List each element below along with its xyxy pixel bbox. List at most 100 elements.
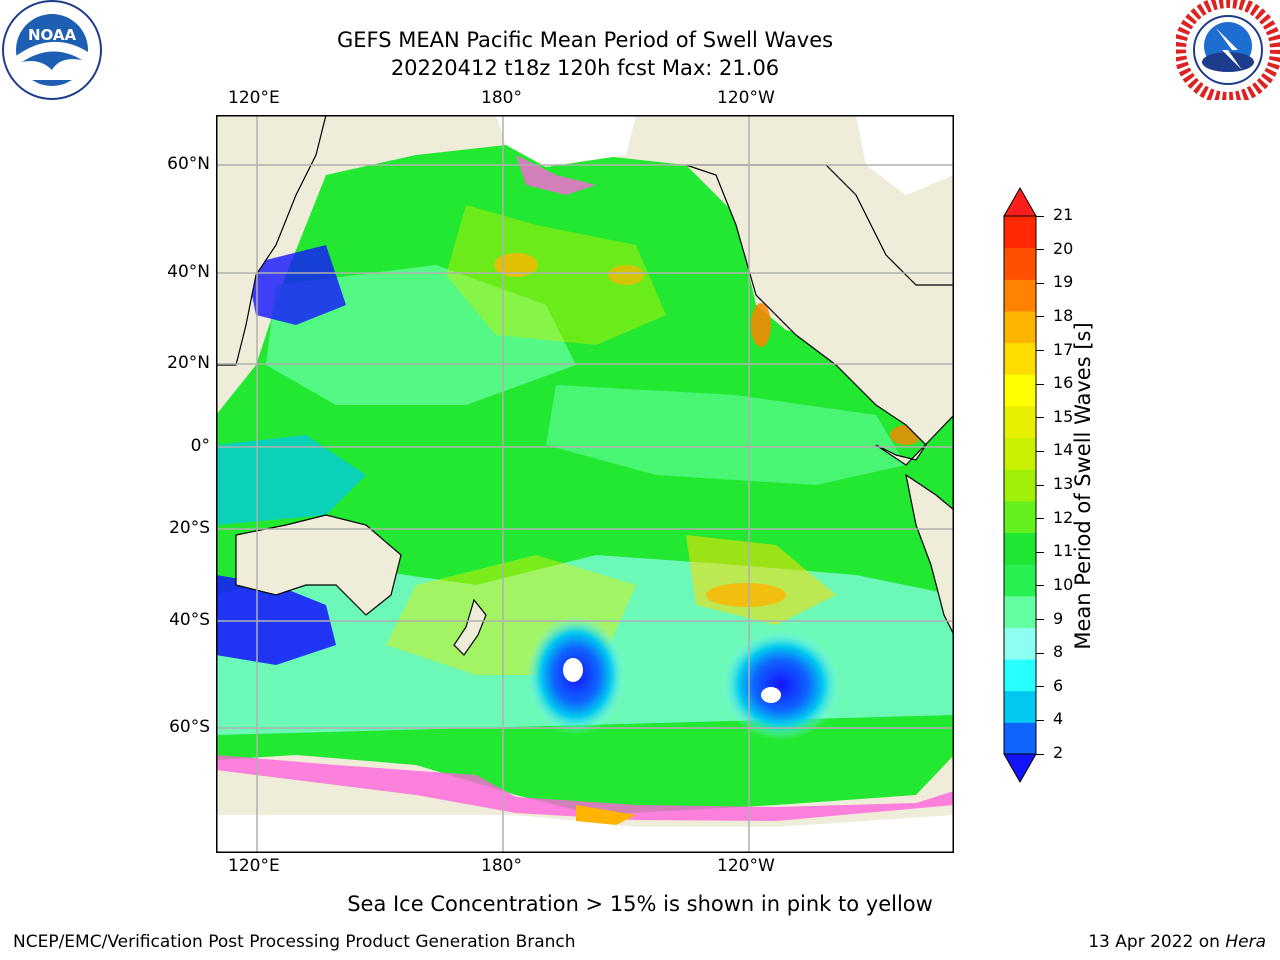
colorbar-tick-mark: [1036, 585, 1044, 587]
lat-label-40n: 40°N: [167, 262, 210, 282]
coastline-south-america: [905, 473, 954, 636]
ocean-low-white-1: [563, 658, 583, 682]
ocean-low-white-2: [761, 687, 781, 703]
colorbar-tick-label: 19: [1053, 272, 1074, 292]
colorbar-tick-label: 6: [1053, 675, 1064, 695]
colorbar-tick-mark: [1036, 551, 1044, 553]
colorbar-segment: [1004, 690, 1036, 723]
colorbar-tick-label: 10: [1053, 574, 1074, 594]
colorbar-segment: [1004, 532, 1036, 565]
colorbar-tick-mark: [1036, 316, 1044, 318]
ocean-orange-spot-5: [706, 583, 786, 607]
colorbar-tick-mark: [1036, 484, 1044, 486]
lon-label-bottom-120e: 120°E: [228, 856, 280, 876]
colorbar-tick-mark: [1036, 450, 1044, 452]
ocean-orange-spot-3: [751, 303, 771, 347]
plot-title-line1: GEFS MEAN Pacific Mean Period of Swell W…: [336, 28, 834, 52]
colorbar-tick-mark: [1036, 350, 1044, 351]
colorbar-segment: [1004, 405, 1036, 439]
colorbar-tick-label: 11: [1053, 541, 1074, 561]
colorbar-segment: [1004, 627, 1036, 660]
lat-label-0: 0°: [190, 436, 210, 456]
footer-credit: NCEP/EMC/Verification Post Processing Pr…: [13, 932, 576, 952]
lon-label-top-120e: 120°E: [228, 88, 280, 108]
ocean-low-core-2: [721, 630, 841, 740]
colorbar-tick-mark: [1036, 686, 1044, 688]
colorbar-tick-label: 16: [1053, 373, 1074, 393]
coastline-asia: [216, 115, 327, 366]
lat-label-60n: 60°N: [167, 154, 210, 174]
lat-label-20n: 20°N: [167, 353, 210, 373]
colorbar-tick-mark: [1036, 249, 1044, 251]
lat-label-40s: 40°S: [169, 610, 210, 630]
colorbar-tick-mark: [1036, 719, 1044, 721]
colorbar-label-anchor: Mean Period of Swell Waves [s]: [1071, 322, 1113, 649]
arctic-white: [496, 115, 636, 167]
colorbar-segment: [1004, 595, 1036, 628]
colorbar: [1000, 186, 1040, 786]
footer-host: Hera: [1225, 932, 1266, 952]
sea-ice-caption: Sea Ice Concentration > 15% is shown in …: [347, 892, 933, 916]
sea-ice-south-orange: [576, 805, 636, 825]
swell-period-map: [216, 115, 954, 853]
colorbar-tick-mark: [1036, 619, 1044, 620]
ocean-blue-japan: [246, 245, 346, 325]
lon-label-bottom-120w: 120°W: [717, 856, 775, 876]
colorbar-tick-mark: [1036, 753, 1044, 755]
colorbar-label: Mean Period of Swell Waves [s]: [1071, 322, 1095, 650]
colorbar-segment: [1004, 216, 1036, 249]
colorbar-segment: [1004, 374, 1036, 407]
footer-date-text: 13 Apr 2022 on: [1088, 932, 1220, 952]
map-frame: [216, 115, 954, 853]
plot-title-line2: 20220412 t18z 120h fcst Max: 21.06: [390, 56, 780, 80]
colorbar-tick-label: 4: [1053, 709, 1064, 729]
colorbar-tick-label: 9: [1053, 608, 1064, 628]
ocean-band-yellow-north: [446, 205, 666, 345]
sea-ice-south: [216, 755, 954, 821]
coastline-north-america: [685, 164, 954, 853]
colorbar-segment: [1004, 342, 1036, 375]
footer-date: 13 Apr 2022 on Hera: [1088, 932, 1266, 952]
colorbar-under-triangle: [1003, 753, 1037, 784]
coastline-newzealand: [453, 598, 487, 656]
colorbar-tick-label: 2: [1053, 743, 1064, 762]
north-america-white: [856, 115, 954, 195]
colorbar-tick-label: 20: [1053, 238, 1074, 258]
colorbar-segment: [1004, 564, 1036, 597]
lon-label-top-180: 180°: [481, 88, 522, 108]
ocean-blue-australia-south: [216, 575, 336, 665]
noaa-logo: NOAA: [0, 0, 104, 100]
colorbar-tick-mark: [1036, 518, 1044, 520]
colorbar-tick-label: 17: [1053, 339, 1074, 359]
colorbar-tick-label: 8: [1053, 642, 1064, 662]
colorbar-tick-label: 18: [1053, 305, 1074, 325]
colorbar-tick-label: 21: [1053, 205, 1074, 224]
colorbar-tick-mark: [1036, 383, 1044, 385]
colorbar-over-triangle: [1003, 186, 1037, 217]
antarctica: [216, 815, 954, 853]
nws-logo: [1174, 0, 1280, 104]
lon-label-top-120w: 120°W: [717, 88, 775, 108]
ocean-orange-spot-2: [608, 265, 644, 285]
colorbar-tick-mark: [1036, 215, 1044, 217]
colorbar-tick-label: 13: [1053, 474, 1074, 493]
colorbar-segment: [1004, 469, 1036, 502]
colorbar-segment: [1004, 437, 1036, 470]
colorbar-tick-label: 12: [1053, 507, 1074, 527]
colorbar-segment: [1004, 722, 1036, 755]
lat-label-20s: 20°S: [169, 518, 210, 538]
colorbar-segment: [1004, 310, 1036, 344]
colorbar-segment: [1004, 247, 1036, 280]
colorbar-segment: [1004, 500, 1036, 533]
colorbar-tick-mark: [1036, 652, 1044, 654]
colorbar-tick-label: 14: [1053, 440, 1074, 460]
lon-label-bottom-180: 180°: [481, 856, 522, 876]
colorbar-tick-label: 15: [1053, 406, 1074, 426]
colorbar-tick-mark: [1036, 282, 1044, 284]
ocean-band-tropics: [546, 385, 906, 485]
colorbar-segment: [1004, 659, 1036, 692]
ocean-orange-spot-1: [494, 253, 538, 277]
noaa-logo-text: NOAA: [28, 26, 77, 44]
ocean-blue-indonesia: [216, 435, 366, 525]
coastline-australia: [235, 514, 402, 616]
